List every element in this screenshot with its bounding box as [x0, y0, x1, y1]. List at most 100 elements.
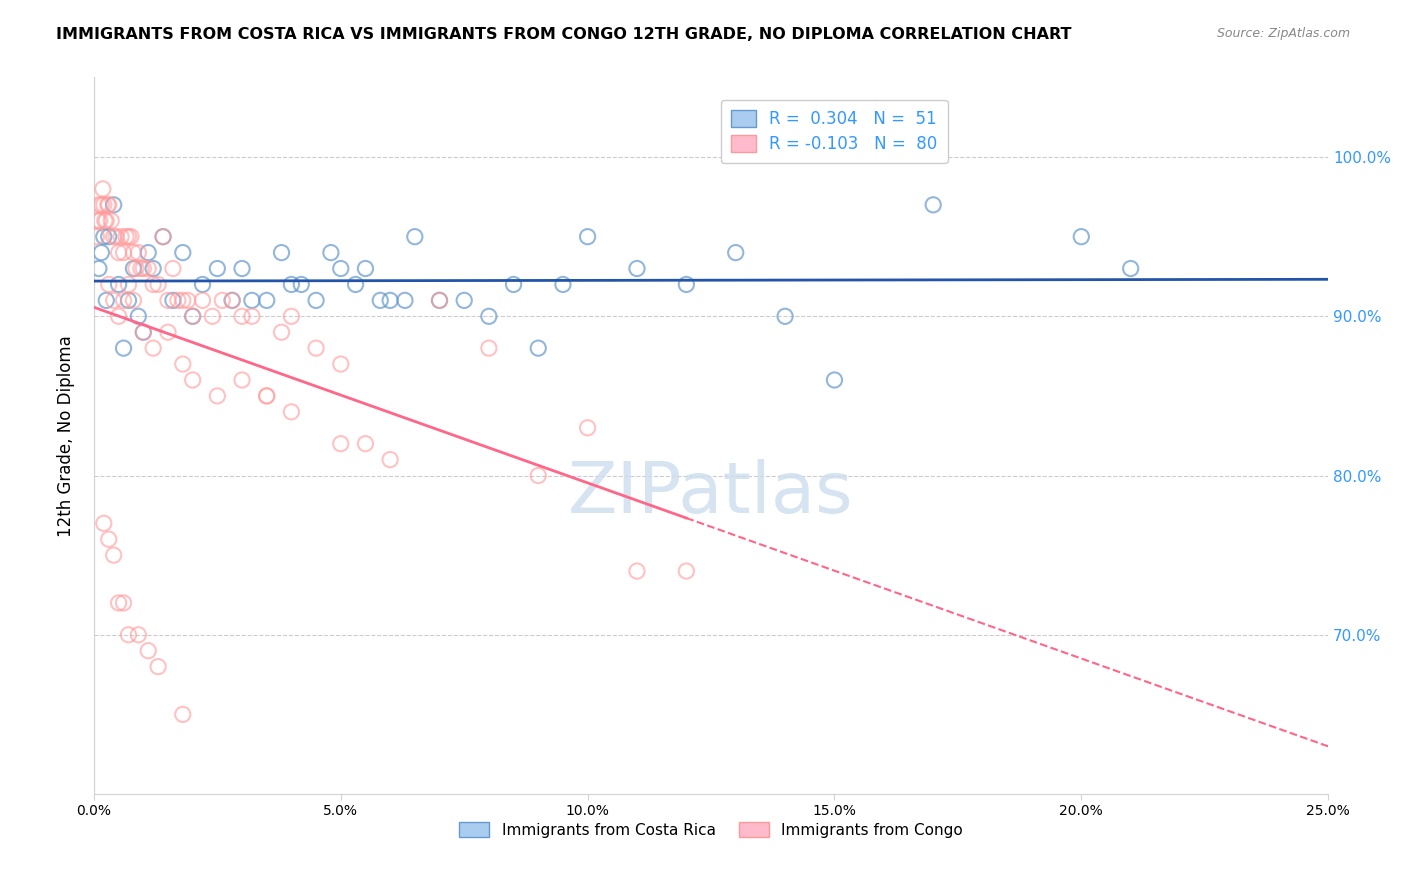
Text: IMMIGRANTS FROM COSTA RICA VS IMMIGRANTS FROM CONGO 12TH GRADE, NO DIPLOMA CORRE: IMMIGRANTS FROM COSTA RICA VS IMMIGRANTS… [56, 27, 1071, 42]
Immigrants from Congo [256, 389, 278, 403]
Immigrants from Costa Rica [240, 293, 263, 308]
Immigrants from Costa Rica [394, 293, 416, 308]
Immigrants from Congo [107, 245, 129, 260]
Immigrants from Congo [107, 310, 129, 324]
Immigrants from Congo [231, 310, 253, 324]
Immigrants from Costa Rica [162, 293, 184, 308]
Immigrants from Congo [120, 229, 142, 244]
Immigrants from Congo [132, 261, 155, 276]
Immigrants from Congo [142, 341, 165, 355]
Immigrants from Congo [107, 596, 129, 610]
Immigrants from Congo [86, 229, 108, 244]
Immigrants from Costa Rica [280, 277, 302, 292]
Immigrants from Congo [156, 293, 179, 308]
Immigrants from Congo [97, 198, 120, 212]
Immigrants from Costa Rica [136, 245, 159, 260]
Immigrants from Congo [97, 533, 120, 547]
Immigrants from Costa Rica [344, 277, 367, 292]
Immigrants from Congo [305, 341, 328, 355]
Immigrants from Costa Rica [117, 293, 139, 308]
Immigrants from Costa Rica [112, 341, 135, 355]
Immigrants from Costa Rica [551, 277, 574, 292]
Immigrants from Costa Rica [305, 293, 328, 308]
Immigrants from Congo [162, 261, 184, 276]
Immigrants from Congo [87, 213, 110, 227]
Immigrants from Congo [280, 310, 302, 324]
Immigrants from Costa Rica [97, 229, 120, 244]
Immigrants from Congo [117, 229, 139, 244]
Immigrants from Congo [97, 277, 120, 292]
Immigrants from Congo [378, 452, 401, 467]
Text: ZIPatlas: ZIPatlas [568, 458, 853, 527]
Text: Source: ZipAtlas.com: Source: ZipAtlas.com [1216, 27, 1350, 40]
Immigrants from Costa Rica [329, 261, 352, 276]
Y-axis label: 12th Grade, No Diploma: 12th Grade, No Diploma [58, 334, 75, 537]
Immigrants from Congo [354, 436, 377, 450]
Immigrants from Congo [122, 245, 145, 260]
Immigrants from Congo [207, 389, 229, 403]
Immigrants from Congo [112, 596, 135, 610]
Immigrants from Congo [96, 213, 118, 227]
Immigrants from Costa Rica [290, 277, 312, 292]
Immigrants from Congo [132, 325, 155, 339]
Immigrants from Costa Rica [132, 325, 155, 339]
Immigrants from Costa Rica [142, 261, 165, 276]
Immigrants from Congo [256, 389, 278, 403]
Immigrants from Congo [129, 261, 152, 276]
Immigrants from Costa Rica [90, 245, 112, 260]
Immigrants from Congo [166, 293, 188, 308]
Immigrants from Congo [576, 421, 599, 435]
Immigrants from Costa Rica [404, 229, 426, 244]
Immigrants from Congo [527, 468, 550, 483]
Immigrants from Congo [91, 182, 114, 196]
Immigrants from Costa Rica [122, 261, 145, 276]
Immigrants from Costa Rica [429, 293, 451, 308]
Immigrants from Costa Rica [270, 245, 292, 260]
Immigrants from Congo [152, 229, 174, 244]
Immigrants from Congo [675, 564, 697, 578]
Immigrants from Congo [270, 325, 292, 339]
Immigrants from Congo [112, 293, 135, 308]
Immigrants from Costa Rica [256, 293, 278, 308]
Immigrants from Costa Rica [87, 261, 110, 276]
Immigrants from Costa Rica [1070, 229, 1092, 244]
Immigrants from Congo [117, 628, 139, 642]
Immigrants from Costa Rica [478, 310, 501, 324]
Immigrants from Costa Rica [127, 310, 149, 324]
Immigrants from Congo [329, 357, 352, 371]
Immigrants from Costa Rica [103, 198, 125, 212]
Immigrants from Congo [191, 293, 214, 308]
Immigrants from Congo [87, 198, 110, 212]
Immigrants from Costa Rica [152, 229, 174, 244]
Immigrants from Congo [181, 373, 204, 387]
Immigrants from Congo [117, 277, 139, 292]
Immigrants from Congo [146, 659, 169, 673]
Immigrants from Costa Rica [576, 229, 599, 244]
Immigrants from Congo [172, 707, 194, 722]
Immigrants from Congo [90, 198, 112, 212]
Immigrants from Congo [103, 229, 125, 244]
Immigrants from Congo [136, 643, 159, 657]
Immigrants from Costa Rica [502, 277, 524, 292]
Immigrants from Congo [125, 261, 148, 276]
Legend: Immigrants from Costa Rica, Immigrants from Congo: Immigrants from Costa Rica, Immigrants f… [453, 815, 969, 844]
Immigrants from Costa Rica [1119, 261, 1142, 276]
Immigrants from Congo [211, 293, 233, 308]
Immigrants from Costa Rica [823, 373, 845, 387]
Immigrants from Congo [240, 310, 263, 324]
Immigrants from Congo [105, 229, 128, 244]
Immigrants from Costa Rica [107, 277, 129, 292]
Immigrants from Congo [93, 516, 115, 531]
Immigrants from Congo [127, 245, 149, 260]
Immigrants from Costa Rica [172, 245, 194, 260]
Immigrants from Costa Rica [354, 261, 377, 276]
Immigrants from Congo [172, 293, 194, 308]
Immigrants from Congo [94, 213, 117, 227]
Immigrants from Congo [89, 213, 111, 227]
Immigrants from Costa Rica [724, 245, 747, 260]
Immigrants from Congo [172, 357, 194, 371]
Immigrants from Congo [142, 277, 165, 292]
Immigrants from Costa Rica [675, 277, 697, 292]
Immigrants from Congo [115, 229, 138, 244]
Immigrants from Costa Rica [453, 293, 475, 308]
